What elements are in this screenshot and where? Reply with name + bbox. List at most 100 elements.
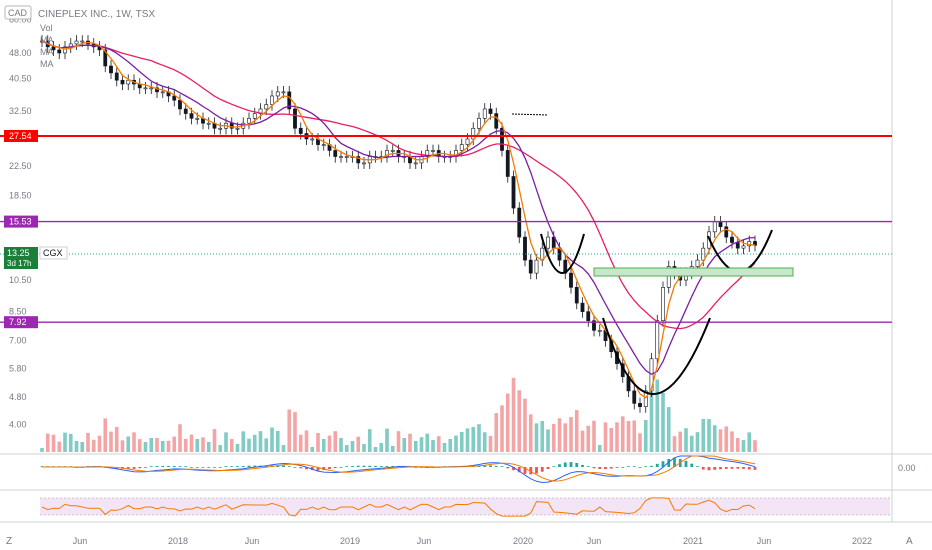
ma-mid-line[interactable]	[41, 40, 756, 376]
candle-body[interactable]	[80, 40, 85, 43]
candle-body[interactable]	[103, 49, 108, 67]
candle-body[interactable]	[638, 403, 642, 407]
candlestick-series[interactable]	[40, 35, 757, 413]
candle-body[interactable]	[546, 236, 550, 249]
candle-body[interactable]	[494, 113, 499, 129]
candle-body[interactable]	[293, 108, 297, 129]
candle-body[interactable]	[695, 259, 700, 267]
candle-body[interactable]	[298, 127, 303, 134]
candle-body[interactable]	[189, 113, 194, 119]
candle-body[interactable]	[701, 247, 706, 261]
corner-right-label[interactable]: A	[906, 536, 913, 547]
candle-body[interactable]	[281, 91, 286, 94]
candle-body[interactable]	[178, 99, 182, 110]
candle-body[interactable]	[264, 104, 269, 110]
candle-body[interactable]	[661, 287, 665, 321]
candle-body[interactable]	[143, 87, 148, 90]
candle-body[interactable]	[431, 150, 435, 152]
candle-body[interactable]	[534, 259, 539, 274]
top-line[interactable]	[511, 113, 549, 116]
chart-header[interactable]: CAD CINEPLEX INC., 1W, TSX Vol MA MA MA	[4, 5, 155, 69]
candle-body[interactable]	[126, 79, 131, 85]
ma-slow-line[interactable]	[41, 40, 756, 330]
candle-body[interactable]	[643, 390, 648, 407]
candle-body[interactable]	[74, 40, 79, 45]
candle-body[interactable]	[523, 236, 527, 261]
candle-body[interactable]	[160, 91, 165, 94]
candle-body[interactable]	[471, 127, 476, 140]
candle-body[interactable]	[413, 162, 418, 165]
candle-body[interactable]	[482, 108, 487, 119]
candle-body[interactable]	[57, 49, 62, 54]
candle-body[interactable]	[195, 118, 200, 120]
candle-body[interactable]	[247, 118, 251, 124]
candle-body[interactable]	[477, 118, 481, 129]
head-arc[interactable]	[602, 317, 711, 395]
candle-body[interactable]	[517, 207, 522, 238]
candle-body[interactable]	[321, 144, 326, 146]
candle-body[interactable]	[735, 242, 740, 249]
candle-body[interactable]	[333, 150, 338, 157]
candle-body[interactable]	[753, 241, 757, 246]
left-shoulder-arc[interactable]	[540, 233, 585, 274]
candle-body[interactable]	[730, 236, 734, 243]
currency-badge[interactable]	[4, 5, 32, 20]
neckline-zone[interactable]	[593, 267, 794, 277]
candle-body[interactable]	[218, 127, 223, 130]
indicator-ma-1[interactable]: MA	[40, 35, 54, 45]
rsi-line[interactable]	[41, 497, 756, 517]
macd-signal-line[interactable]	[42, 455, 756, 482]
symbol-title[interactable]: CINEPLEX INC., 1W, TSX	[38, 9, 155, 20]
candle-body[interactable]	[172, 95, 177, 101]
candle-body[interactable]	[580, 302, 585, 312]
candle-body[interactable]	[500, 127, 504, 151]
last-price-badge[interactable]: 13.25 3d 17h CGX	[4, 246, 68, 269]
candle-body[interactable]	[597, 330, 602, 332]
candle-body[interactable]	[459, 144, 464, 151]
candle-body[interactable]	[109, 65, 113, 74]
candle-body[interactable]	[488, 108, 493, 114]
candle-body[interactable]	[586, 311, 591, 321]
candle-body[interactable]	[362, 162, 366, 165]
candle-body[interactable]	[270, 95, 274, 105]
candle-body[interactable]	[155, 87, 159, 93]
candle-body[interactable]	[356, 156, 361, 164]
indicator-vol[interactable]: Vol	[40, 23, 53, 33]
candle-body[interactable]	[344, 156, 349, 158]
candle-body[interactable]	[97, 46, 102, 51]
candle-body[interactable]	[183, 108, 188, 114]
candle-body[interactable]	[528, 259, 533, 274]
candle-body[interactable]	[252, 113, 257, 119]
candle-body[interactable]	[592, 320, 596, 331]
candle-body[interactable]	[275, 91, 280, 97]
candle-body[interactable]	[712, 221, 717, 233]
candle-body[interactable]	[120, 79, 125, 85]
candle-body[interactable]	[718, 221, 723, 228]
candle-body[interactable]	[149, 87, 154, 90]
price-axis[interactable]: 60.0048.0040.5032.5022.5018.5010.508.507…	[9, 15, 32, 430]
candle-body[interactable]	[465, 138, 470, 145]
time-axis[interactable]: Jun 2018 Jun 2019 Jun 2020 Jun 2021 Jun 2022	[73, 536, 872, 546]
candle-body[interactable]	[511, 176, 516, 209]
candle-body[interactable]	[206, 122, 211, 125]
indicator-ma-2[interactable]: MA	[40, 47, 54, 57]
candle-body[interactable]	[339, 156, 343, 158]
candle-body[interactable]	[632, 390, 637, 404]
drawn-pattern[interactable]	[511, 113, 794, 395]
candle-body[interactable]	[51, 46, 56, 51]
candle-body[interactable]	[235, 127, 240, 130]
candle-body[interactable]	[569, 272, 573, 288]
candle-body[interactable]	[114, 72, 119, 81]
candle-body[interactable]	[287, 91, 292, 110]
candle-body[interactable]	[310, 138, 315, 141]
candle-body[interactable]	[741, 245, 746, 249]
macd-pane[interactable]	[40, 455, 757, 484]
candle-body[interactable]	[724, 226, 729, 238]
indicator-ma-3[interactable]: MA	[40, 59, 54, 69]
candle-body[interactable]	[655, 320, 660, 360]
candle-body[interactable]	[505, 150, 510, 177]
corner-left-label[interactable]: Z	[6, 536, 12, 547]
candle-body[interactable]	[390, 150, 395, 152]
candle-body[interactable]	[574, 287, 579, 304]
